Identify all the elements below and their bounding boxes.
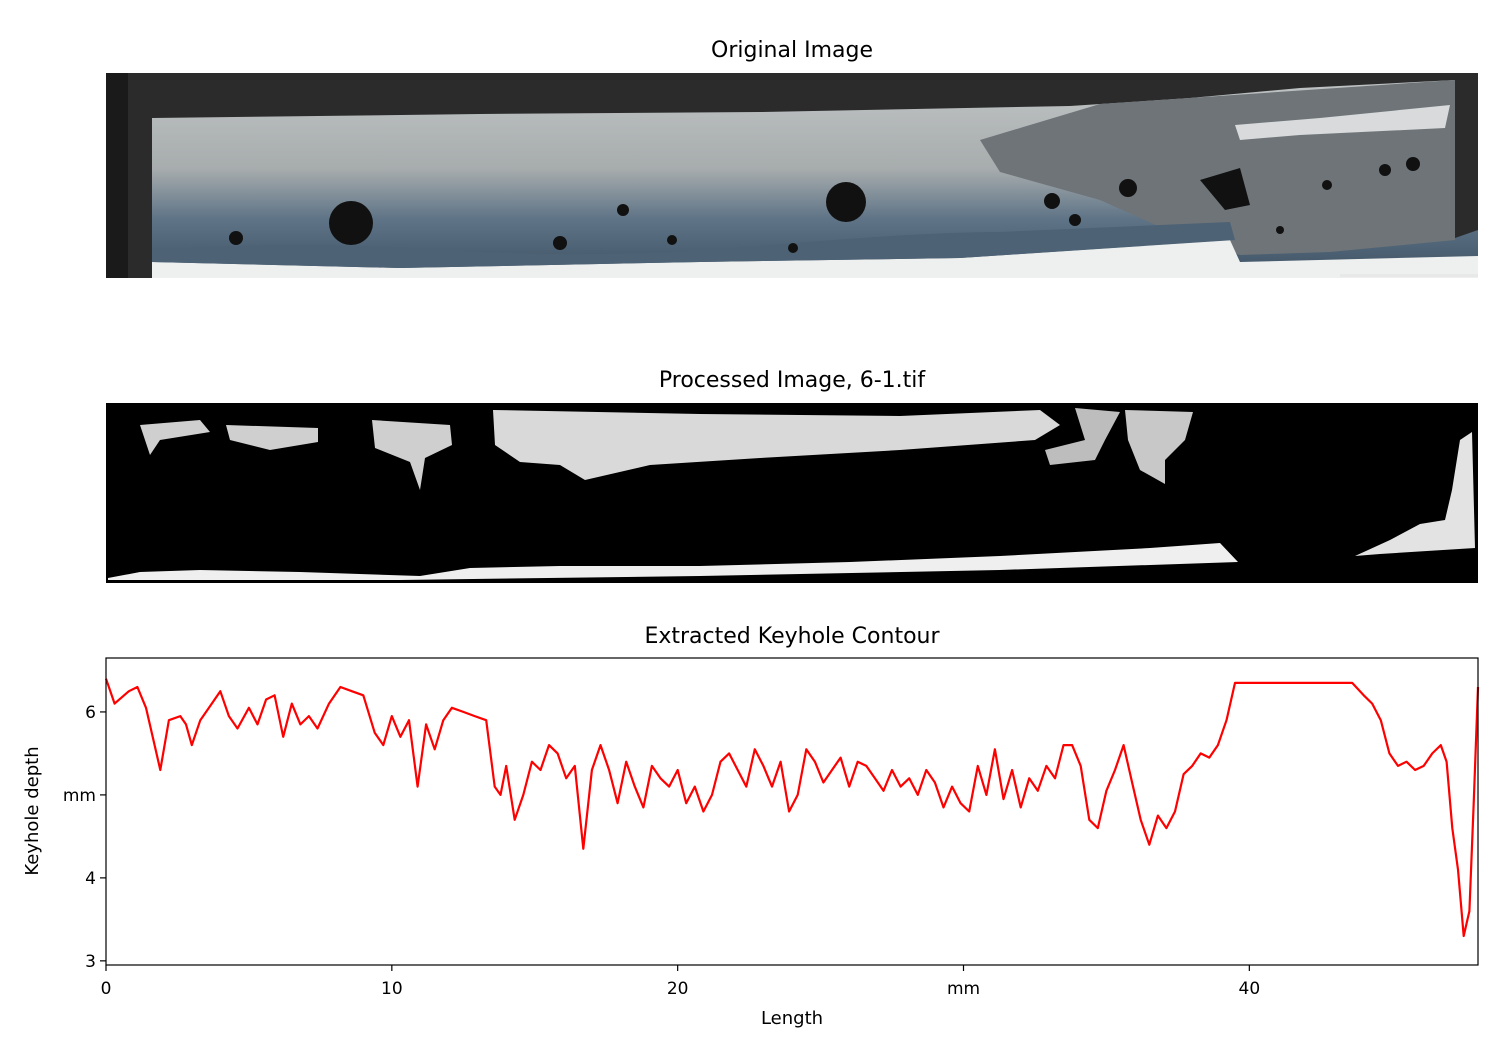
y-tick-label: 6 <box>85 703 96 723</box>
x-tick-label: mm <box>947 979 980 999</box>
processed-image-title: Processed Image, 6-1.tif <box>658 368 926 393</box>
plot-frame <box>105 657 1479 966</box>
y-tick-label: mm <box>63 786 96 806</box>
contour-chart: 0 10 20 mm 40 3 4 mm 6 Length Keyhole depth <box>22 657 1480 1029</box>
y-axis-label: Keyhole depth <box>22 746 43 875</box>
x-tick-label: 10 <box>381 979 403 999</box>
x-tick-label: 0 <box>101 979 112 999</box>
keyhole-contour-line <box>104 678 1480 938</box>
y-axis: 3 4 mm 6 <box>63 703 106 972</box>
y-tick-label: 4 <box>85 869 96 889</box>
original-image <box>106 73 1478 278</box>
x-tick-label: 40 <box>1239 979 1261 999</box>
x-axis-label: Length <box>761 1008 823 1029</box>
plot-area <box>106 658 1478 965</box>
x-tick-label: 20 <box>667 979 689 999</box>
y-tick-label: 3 <box>85 952 96 972</box>
processed-image <box>106 403 1478 583</box>
contour-chart-title: Extracted Keyhole Contour <box>644 624 940 649</box>
original-image-title: Original Image <box>711 38 873 63</box>
x-axis: 0 10 20 mm 40 <box>101 965 1261 999</box>
